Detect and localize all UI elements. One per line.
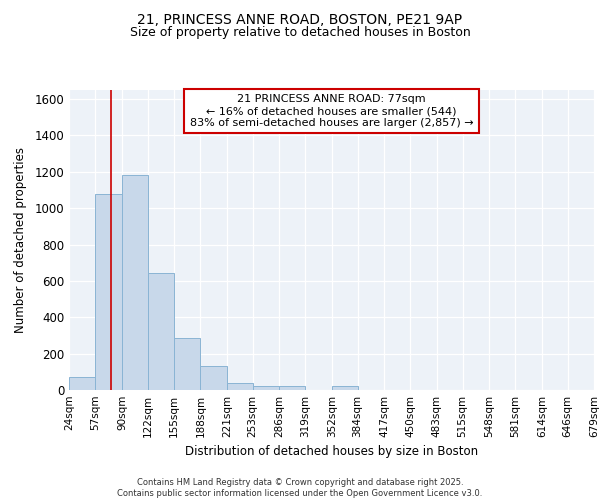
Bar (279, 386, 305, 390)
Y-axis label: Number of detached properties: Number of detached properties (14, 147, 28, 333)
Bar (227, 382, 253, 390)
Text: 21, PRINCESS ANNE ROAD, BOSTON, PE21 9AP: 21, PRINCESS ANNE ROAD, BOSTON, PE21 9AP (137, 12, 463, 26)
Bar (148, 272, 174, 390)
Bar (174, 338, 200, 390)
Bar (95, 194, 122, 390)
Bar (122, 176, 148, 390)
X-axis label: Distribution of detached houses by size in Boston: Distribution of detached houses by size … (185, 446, 478, 458)
Bar (200, 366, 227, 390)
Bar (332, 386, 358, 390)
Text: 21 PRINCESS ANNE ROAD: 77sqm
← 16% of detached houses are smaller (544)
83% of s: 21 PRINCESS ANNE ROAD: 77sqm ← 16% of de… (190, 94, 473, 128)
Text: Size of property relative to detached houses in Boston: Size of property relative to detached ho… (130, 26, 470, 39)
Bar (69, 378, 95, 390)
Text: Contains HM Land Registry data © Crown copyright and database right 2025.
Contai: Contains HM Land Registry data © Crown c… (118, 478, 482, 498)
Bar (253, 386, 279, 390)
